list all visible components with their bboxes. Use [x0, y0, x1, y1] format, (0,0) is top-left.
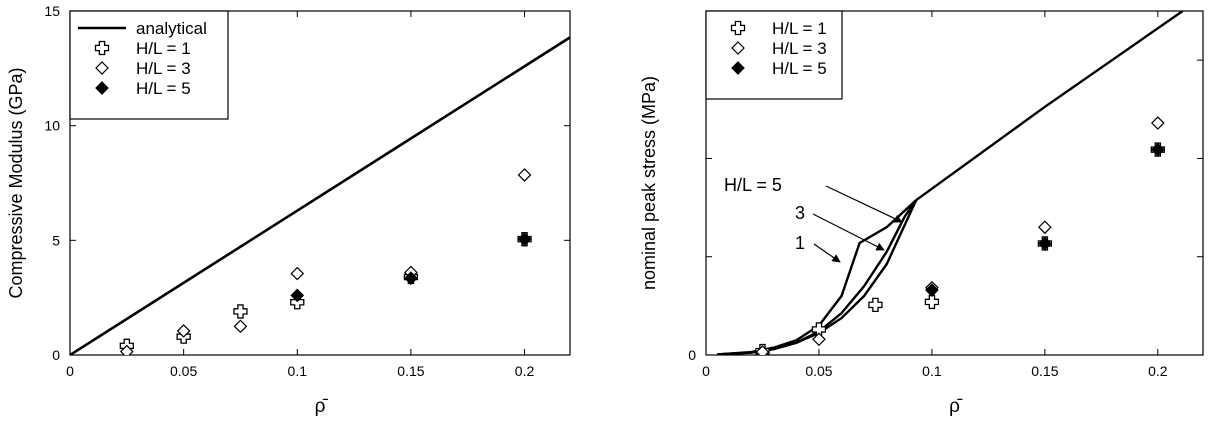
point-h-l-3 [812, 332, 826, 347]
point-h-l-5 [404, 271, 418, 286]
point-h-l-1 [868, 297, 883, 313]
legend-box [705, 10, 843, 100]
legend-swatch-marker [731, 61, 745, 75]
legend-label: analytical [136, 19, 207, 38]
y-tick-label: 0 [688, 347, 696, 363]
point-h-l-5 [925, 283, 939, 297]
chart-2: 00.050.10.150.200204060ρ̄nominal peak st… [639, 10, 1204, 417]
x-tick-label: 0.2 [515, 363, 535, 379]
series-line-analytical [70, 36, 570, 355]
legend-label: H/L = 3 [772, 39, 827, 58]
point-h-l-1 [290, 295, 305, 310]
data-layer [70, 36, 570, 355]
annotation-label: 3 [795, 203, 805, 223]
legend-swatch-marker [95, 81, 109, 95]
point-h-l-3 [755, 345, 770, 355]
legend-label: H/L = 5 [772, 59, 827, 78]
annotation-arrow [825, 185, 903, 223]
point-h-l-3 [1150, 116, 1165, 130]
legend-label: H/L = 1 [772, 19, 827, 38]
y-axis-title: nominal peak stress (MPa) [639, 76, 659, 290]
legend-swatch-marker [731, 41, 745, 55]
legend-label: H/L = 3 [136, 59, 191, 78]
x-tick-label: 0.05 [170, 363, 197, 379]
annotation-label: H/L = 5 [724, 175, 782, 195]
plot-frame [69, 10, 571, 356]
x-tick-label: 0.15 [1031, 363, 1058, 379]
point-h-l-3 [119, 344, 134, 355]
point-h-l-3 [233, 319, 248, 334]
data-layer [717, 11, 1184, 355]
x-tick-label: 0.1 [288, 363, 308, 379]
plot-frame [705, 10, 1204, 356]
point-h-l-3 [290, 266, 305, 281]
y-tick-label: 5 [52, 232, 60, 248]
legend-swatch-marker [94, 40, 110, 56]
point-h-l-5 [290, 288, 305, 303]
point-h-l-3 [1038, 220, 1052, 235]
y-tick-label: 0 [52, 347, 60, 363]
x-tick-label: 0.05 [805, 363, 832, 379]
legend-label: H/L = 5 [136, 79, 191, 98]
x-tick-label: 0.1 [922, 363, 942, 379]
y-tick-label: 10 [44, 118, 60, 134]
legend-label: H/L = 1 [136, 39, 191, 58]
point-h-l-3 [176, 324, 191, 338]
point-h-l-5 [1038, 236, 1052, 251]
point-h-l-1 [924, 294, 940, 310]
x-tick-label: 0.15 [397, 363, 424, 379]
point-h-l-1 [233, 304, 248, 319]
legend-swatch-marker [730, 20, 746, 36]
legend: H/L = 1H/L = 3H/L = 5 [705, 10, 843, 100]
x-axis-title: ρ̄ [949, 396, 963, 417]
x-tick-label: 0.2 [1148, 363, 1168, 379]
legend-swatch-marker [95, 61, 109, 75]
point-h-l-5 [1150, 142, 1165, 157]
annotation-arrow [812, 213, 885, 251]
point-h-l-5 [517, 232, 532, 247]
x-tick-label: 0 [66, 363, 74, 379]
y-axis-title: Compressive Modulus (GPa) [6, 67, 26, 298]
annotation-label: 1 [795, 233, 805, 253]
point-h-l-3 [517, 168, 532, 182]
annotation-arrow [813, 243, 841, 263]
x-axis-title: ρ̄ [315, 396, 329, 417]
chart-1: 0 0.05 0.1 0.15 0.2 0 5 10 15 ρ̄ Compressive Modul… [6, 3, 571, 417]
x-tick-label: 0 [702, 363, 710, 379]
y-tick-label: 15 [44, 3, 60, 19]
